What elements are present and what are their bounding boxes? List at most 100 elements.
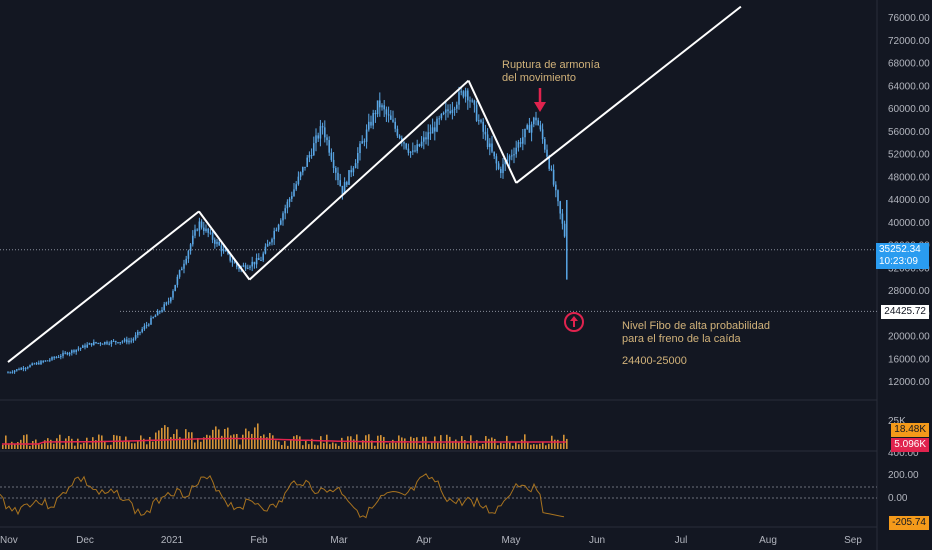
volume-bar — [350, 436, 352, 449]
candle-body — [458, 92, 460, 105]
candle-body — [423, 137, 425, 142]
volume-bar — [275, 440, 277, 449]
candle-body — [253, 261, 256, 265]
candle-body — [95, 341, 97, 344]
volume-bar — [479, 445, 481, 449]
candle-body — [434, 127, 436, 132]
trend-line[interactable] — [198, 210, 251, 281]
candle-body — [385, 109, 388, 115]
volume-bar — [296, 435, 298, 449]
candle-body — [286, 201, 289, 209]
volume-bar — [419, 444, 421, 449]
price-tick-label: 44000.00 — [888, 195, 930, 206]
candle-body — [420, 141, 423, 147]
candle-body — [506, 159, 509, 162]
volume-bar — [95, 440, 97, 449]
candle-body — [407, 148, 410, 153]
candle-body — [321, 126, 324, 128]
candle-body — [275, 229, 278, 231]
volume-bar — [452, 441, 454, 449]
time-axis[interactable]: Nov Dec 2021 Feb Mar Apr May Jun Jul Aug Sep — [0, 535, 862, 546]
volume-tag: 18.48K — [891, 423, 929, 437]
volume-bar — [104, 440, 106, 449]
candle-body — [425, 137, 427, 140]
volume-bar — [92, 437, 94, 449]
volume-bar — [122, 441, 124, 449]
trend-line[interactable] — [7, 210, 200, 363]
volume-bar — [545, 445, 547, 449]
price-axis[interactable]: 76000.00 72000.00 68000.00 64000.00 60000.00… — [888, 13, 930, 388]
candle-body — [82, 345, 84, 348]
candle-body — [319, 126, 322, 139]
candle-body — [555, 184, 557, 191]
volume-bar — [50, 439, 52, 449]
arrow-up-circle-icon[interactable] — [564, 312, 584, 332]
candle-body — [504, 161, 506, 165]
candle-body — [412, 150, 414, 152]
candle-body — [453, 108, 456, 110]
candles-series[interactable] — [7, 86, 568, 374]
volume-bar — [140, 435, 142, 449]
price-tick-label: 52000.00 — [888, 150, 930, 161]
candle-body — [414, 150, 416, 152]
volume-bar — [302, 445, 304, 449]
volume-bar — [263, 434, 265, 449]
volume-bar — [236, 433, 238, 449]
volume-bar — [221, 435, 223, 449]
time-tick-label: Feb — [250, 535, 268, 546]
break-annotation[interactable]: Ruptura de armonía del movimiento — [502, 59, 600, 85]
candle-body — [561, 213, 564, 224]
candle-body — [332, 159, 335, 169]
candle-body — [185, 258, 187, 264]
volume-bar — [422, 436, 424, 449]
volume-bar — [260, 435, 262, 449]
volume-bar — [359, 444, 361, 449]
candle-body — [51, 357, 53, 360]
volume-bar — [53, 443, 55, 449]
last-price-value: 35252.34 — [879, 244, 921, 255]
fibo-level-tag: 24425.72 — [881, 305, 929, 319]
candle-body — [194, 229, 196, 236]
volume-bar — [119, 436, 121, 449]
volume-bar — [386, 444, 388, 449]
candle-body — [79, 347, 82, 349]
candle-body — [33, 363, 36, 365]
fibo-annotation[interactable]: Nivel Fibo de alta probabilidad para el … — [622, 320, 770, 368]
candle-body — [99, 342, 102, 344]
candle-body — [273, 230, 275, 240]
candle-body — [405, 143, 407, 149]
volume-bar — [467, 444, 469, 449]
trend-lines[interactable] — [7, 5, 742, 363]
candle-body — [526, 125, 528, 129]
volume-bar — [269, 432, 271, 449]
candle-body — [326, 137, 328, 141]
trend-line[interactable] — [248, 79, 470, 281]
volume-bar — [209, 435, 211, 449]
candle-body — [348, 170, 350, 185]
volume-bar — [566, 438, 568, 449]
candle-body — [88, 343, 91, 345]
candle-body — [187, 251, 190, 259]
candle-body — [137, 331, 139, 336]
candle-body — [517, 142, 520, 148]
price-tick-label: 12000.00 — [888, 377, 930, 388]
candle-body — [170, 297, 172, 302]
volume-bar — [290, 439, 292, 449]
arrow-down-icon[interactable] — [534, 88, 546, 112]
volume-bar — [392, 439, 394, 449]
volume-bar — [38, 443, 40, 449]
price-tick-label: 28000.00 — [888, 286, 930, 297]
trend-line[interactable] — [515, 5, 742, 184]
trend-line[interactable] — [467, 80, 518, 184]
volume-bar — [347, 436, 349, 449]
candle-body — [552, 169, 555, 185]
candle-body — [379, 100, 381, 108]
time-tick-label: Jun — [589, 535, 605, 546]
volume-bar — [179, 437, 181, 449]
candle-body — [60, 356, 62, 358]
candle-body — [225, 249, 227, 252]
candle-body — [44, 360, 47, 362]
candle-body — [497, 163, 500, 169]
break-annotation-line2: del movimiento — [502, 72, 576, 84]
